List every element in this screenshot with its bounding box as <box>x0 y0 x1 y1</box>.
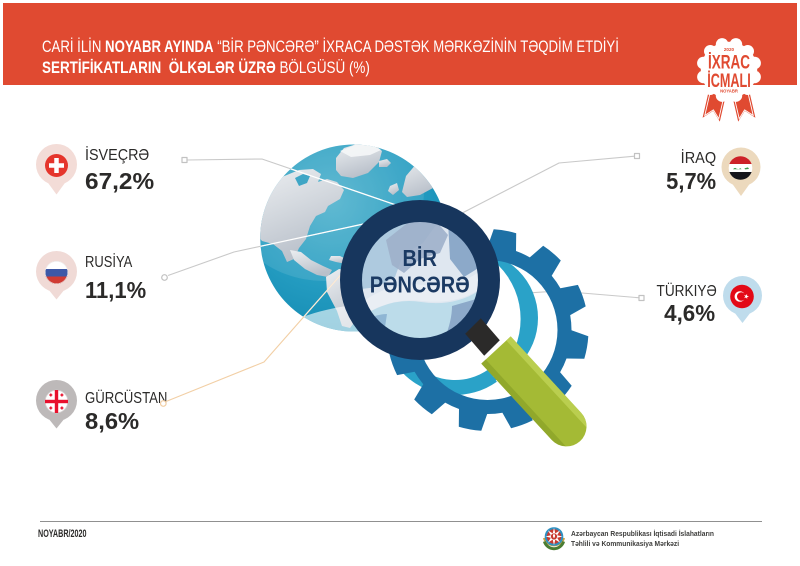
svg-text:NOYABR: NOYABR <box>720 89 738 94</box>
svg-text:PƏNCƏRƏ: PƏNCƏRƏ <box>370 272 470 298</box>
svg-text:İXRAC: İXRAC <box>708 51 750 74</box>
svg-text:İCMALI: İCMALI <box>707 69 751 92</box>
svg-text:BİR: BİR <box>403 245 437 271</box>
svg-text:2020: 2020 <box>724 47 735 52</box>
